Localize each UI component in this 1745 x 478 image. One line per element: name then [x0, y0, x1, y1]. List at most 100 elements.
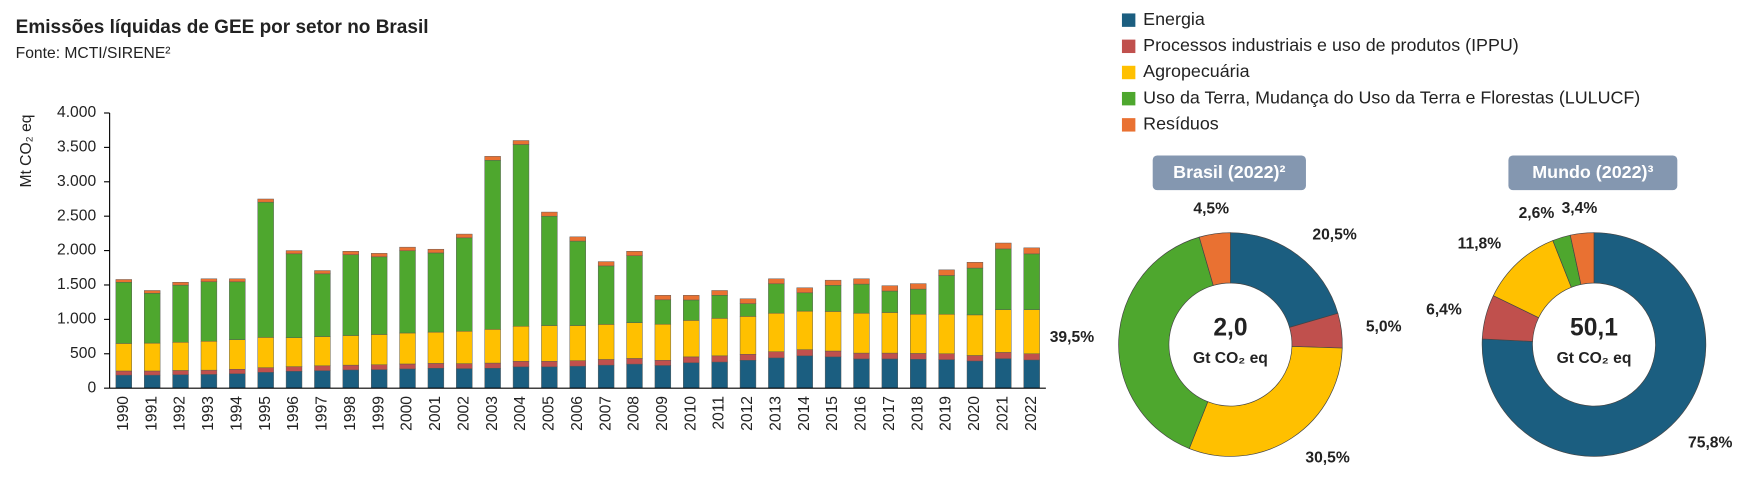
bar-segment: [768, 351, 785, 359]
bar-segment: [1023, 309, 1040, 354]
center-value: 50,1: [1570, 314, 1618, 341]
y-tick-label: 500: [70, 345, 96, 362]
y-tick-label: 1.000: [57, 311, 96, 328]
donut-slice: [1481, 232, 1707, 457]
y-tick-label: 2.000: [57, 242, 96, 259]
bar-segment: [200, 281, 218, 342]
x-tick-label: 2006: [569, 396, 586, 431]
bar-segment: [711, 355, 728, 363]
bar-segment: [342, 364, 359, 371]
bar-segment: [966, 360, 984, 389]
bar-segment: [285, 250, 303, 255]
pie-title-badge: [1508, 155, 1678, 191]
donut-slice: [1569, 232, 1595, 285]
bar-segment: [427, 252, 445, 333]
bar-segment: [910, 359, 927, 389]
bar-segment: [654, 365, 672, 389]
legend-label: Agropecuária: [1143, 61, 1249, 81]
x-tick-label: 2016: [853, 396, 870, 431]
x-tick-label: 2014: [796, 396, 813, 431]
y-tick-label: 0: [87, 379, 96, 396]
bar-segment: [853, 352, 870, 360]
bar-segment: [711, 361, 728, 389]
y-axis-label: Mt CO₂ eq: [18, 114, 35, 187]
bar-segment: [626, 251, 643, 256]
bar-segment: [853, 312, 870, 354]
bar-segment: [427, 248, 445, 254]
bar-segment: [115, 281, 132, 344]
bar-segment: [342, 369, 359, 389]
bar-segment: [370, 364, 388, 370]
x-tick-label: 2017: [881, 396, 898, 431]
bar-segment: [512, 361, 530, 368]
x-tick-label: 1999: [370, 396, 387, 431]
bar-segment: [824, 311, 842, 352]
bar-segment: [172, 284, 189, 343]
bar-segment: [200, 374, 218, 389]
bar-segment: [683, 295, 700, 301]
bar-segment: [456, 368, 473, 389]
pie-title: Mundo (2022)³: [1532, 162, 1653, 182]
bar-segment: [399, 368, 416, 389]
legend-swatch: [1121, 13, 1136, 27]
bar-segment: [768, 283, 785, 314]
bar-segment: [370, 369, 388, 389]
x-tick-label: 2002: [455, 396, 472, 431]
x-tick-label: 2020: [966, 396, 983, 431]
bar-segment: [796, 355, 813, 389]
x-tick-label: 2019: [938, 396, 955, 431]
legend-swatch: [1121, 118, 1136, 132]
x-tick-label: 2018: [909, 396, 926, 431]
bar-segment: [768, 312, 785, 352]
donut-slice: [1118, 236, 1214, 449]
bar-segment: [456, 363, 473, 369]
bar-segment: [796, 287, 813, 294]
bar-segment: [484, 367, 501, 389]
bar-segment: [144, 370, 161, 376]
donut-slice: [1188, 346, 1343, 457]
x-tick-label: 1994: [228, 396, 245, 431]
bar-segment: [257, 201, 274, 338]
bar-segment: [597, 261, 615, 267]
bar-segment: [938, 275, 955, 315]
bar-segment: [739, 360, 757, 389]
bar-segment: [456, 331, 473, 364]
bar-segment: [995, 309, 1012, 353]
bar-segment: [824, 350, 842, 358]
bar-segment: [597, 359, 615, 366]
bar-segment: [144, 374, 161, 389]
bar-segment: [314, 273, 331, 337]
bar-segment: [966, 262, 984, 269]
y-tick-label: 3.500: [57, 139, 96, 156]
data-label: 75,8%: [1688, 435, 1732, 452]
bar-segment: [966, 314, 984, 356]
x-tick-label: 2005: [541, 396, 558, 431]
x-tick-label: 1992: [172, 396, 189, 431]
y-tick-label: 3.000: [57, 173, 96, 190]
bar-segment: [285, 371, 303, 389]
bar-segment: [172, 374, 189, 389]
y-tick-label: 2.500: [57, 207, 96, 224]
bar-segment: [484, 156, 501, 161]
bar-segment: [569, 325, 586, 361]
bar-segment: [824, 279, 842, 286]
bar-segment: [285, 337, 303, 367]
bar-segment: [541, 325, 558, 362]
y-tick-label: 4.000: [57, 104, 96, 121]
bar-segment: [257, 337, 274, 368]
x-tick-label: 2015: [824, 396, 841, 431]
legend-swatch: [1121, 39, 1136, 54]
data-label: 3,4%: [1562, 200, 1598, 217]
bar-segment: [910, 288, 927, 315]
bar-segment: [257, 367, 274, 373]
bar-segment: [796, 349, 813, 357]
bar-segment: [938, 313, 955, 354]
bar-segment: [200, 369, 218, 375]
data-label: 6,4%: [1426, 302, 1462, 319]
bar-segment: [200, 278, 218, 282]
bar-segment: [966, 267, 984, 316]
bar-segment: [910, 313, 927, 354]
bar-segment: [654, 360, 672, 366]
bar-segment: [541, 366, 558, 389]
bar-segment: [711, 290, 728, 296]
